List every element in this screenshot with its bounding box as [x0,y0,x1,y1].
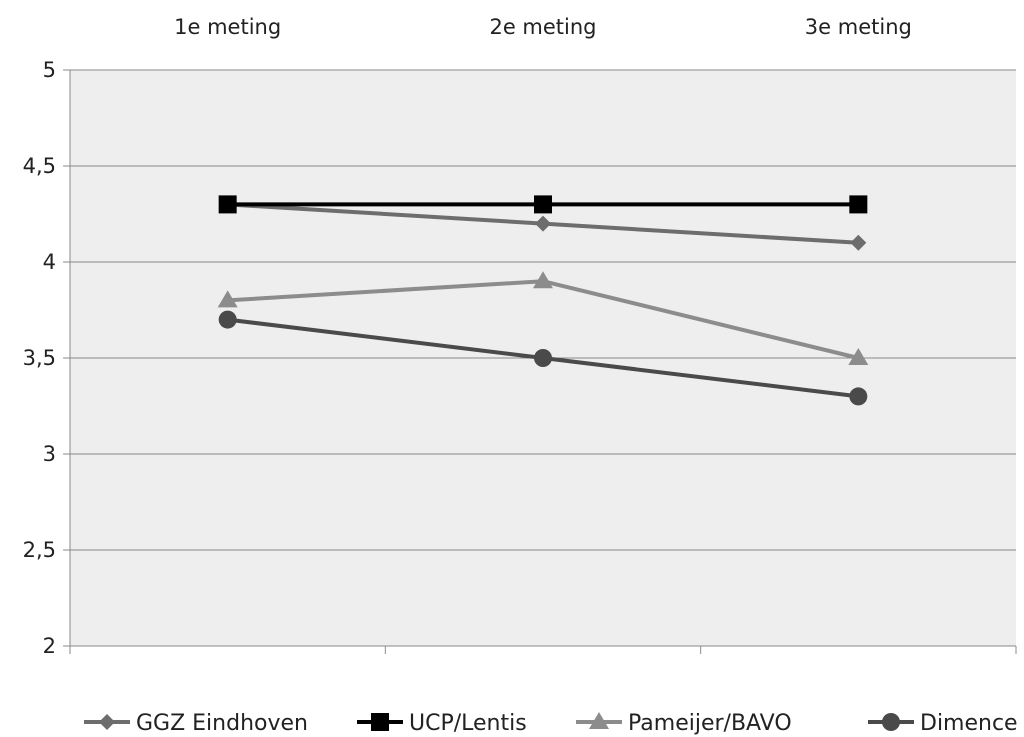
legend: GGZ Eindhoven UCP/Lentis Pameijer/BAVO Dime… [84,711,1018,736]
data-point-circle [849,387,868,406]
data-point-diamond [535,215,551,232]
data-point-square [218,195,237,214]
y-tick-label: 4 [43,250,56,274]
y-tick-label: 5 [43,58,56,82]
legend-item: UCP/Lentis [357,711,527,736]
y-tick-label: 4,5 [23,154,56,178]
legend-item: Dimence [868,711,1018,736]
y-tick-label: 2 [43,634,56,658]
data-point-square [534,195,552,214]
legend-item: Pameijer/BAVO [576,711,792,736]
series-lines [217,195,869,406]
series-1 [218,195,868,214]
legend-marker-circle [882,713,900,731]
category-labels: 1e meting 2e meting 3e meting [174,15,912,39]
category-label: 2e meting [489,15,596,39]
y-tick-label: 3 [43,442,56,466]
legend-label: GGZ Eindhoven [136,711,308,736]
data-point-square [849,195,868,214]
legend-marker-triangle [589,712,609,729]
category-label: 3e meting [805,15,912,39]
data-point-circle [534,349,552,367]
axes [63,69,1017,654]
data-point-circle [218,310,237,329]
y-tick-label: 2,5 [23,538,56,562]
legend-marker-square [371,713,389,731]
data-point-diamond [850,234,867,251]
series-2 [217,271,869,365]
legend-label: Dimence [920,711,1018,736]
data-point-triangle [848,348,869,365]
y-tick-label: 3,5 [23,346,56,370]
category-label: 1e meting [174,15,281,39]
legend-item: GGZ Eindhoven [84,711,308,736]
legend-label: Pameijer/BAVO [628,711,792,736]
y-axis-tick-labels: 2 2,5 3 3,5 4 4,5 5 [23,58,56,658]
series-3 [218,310,868,406]
data-point-triangle [217,290,238,308]
legend-marker-diamond [99,714,115,730]
data-point-triangle [533,271,553,289]
legend-label: UCP/Lentis [409,711,527,736]
